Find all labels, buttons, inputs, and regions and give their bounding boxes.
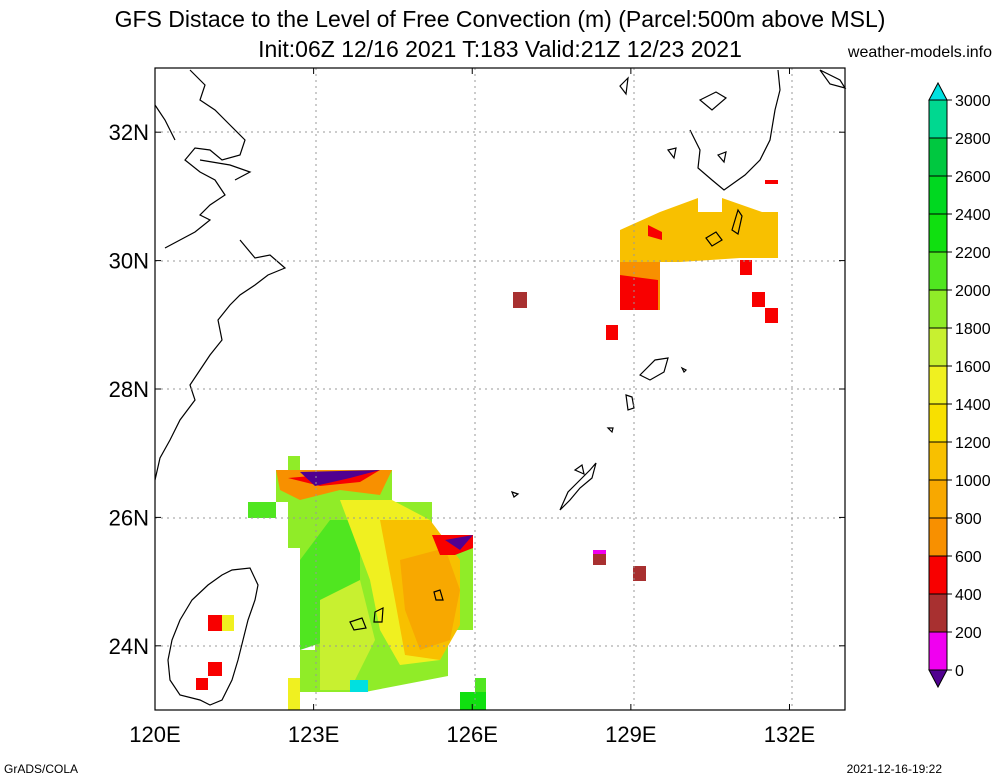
colorbar-label: 1000 bbox=[955, 473, 991, 490]
colorbar-swatch bbox=[928, 555, 948, 595]
lon-axis-labels: 120E 123E 126E 129E 132E bbox=[129, 722, 815, 747]
colorbar-swatch bbox=[928, 517, 948, 557]
colorbar-swatch bbox=[928, 365, 948, 405]
lat-tick-label: 28N bbox=[109, 377, 149, 402]
coastlines bbox=[154, 69, 847, 706]
colorbar-swatch bbox=[928, 289, 948, 329]
colorbar-top-arrow bbox=[928, 81, 948, 101]
colorbar-label: 2200 bbox=[955, 245, 991, 262]
shaded-field bbox=[196, 180, 778, 710]
colorbar-label: 2400 bbox=[955, 207, 991, 224]
colorbar-label: 2000 bbox=[955, 283, 991, 300]
colorbar-swatch bbox=[928, 403, 948, 443]
colorbar-swatch bbox=[928, 479, 948, 519]
colorbar-label: 1800 bbox=[955, 321, 991, 338]
colorbar-swatch bbox=[928, 99, 948, 139]
colorbar-label: 1200 bbox=[955, 435, 991, 452]
lon-tick-label: 132E bbox=[764, 722, 815, 747]
lat-tick-label: 26N bbox=[109, 505, 149, 530]
title-line-2: Init:06Z 12/16 2021 T:183 Valid:21Z 12/2… bbox=[258, 36, 742, 62]
footer-software: GrADS/COLA bbox=[4, 762, 79, 776]
colorbar-swatch bbox=[928, 593, 948, 633]
gridlines bbox=[155, 68, 845, 710]
lon-tick-label: 123E bbox=[288, 722, 339, 747]
colorbar-label: 200 bbox=[955, 625, 982, 642]
lon-tick-label: 126E bbox=[447, 722, 498, 747]
lat-tick-label: 30N bbox=[109, 249, 149, 274]
lon-tick-label: 120E bbox=[129, 722, 180, 747]
colorbar-swatch bbox=[928, 327, 948, 367]
colorbar-bottom-arrow bbox=[928, 669, 948, 689]
colorbar-label: 1600 bbox=[955, 359, 991, 376]
colorbar-label: 600 bbox=[955, 549, 982, 566]
colorbar: 3000280026002400220020001800160014001200… bbox=[928, 81, 991, 689]
lat-axis-labels: 24N 26N 28N 30N 32N bbox=[109, 120, 149, 659]
colorbar-swatch bbox=[928, 441, 948, 481]
colorbar-swatch bbox=[928, 251, 948, 291]
site-label: weather-models.info bbox=[847, 44, 992, 61]
lat-tick-label: 32N bbox=[109, 120, 149, 145]
colorbar-swatch bbox=[928, 631, 948, 671]
lat-tick-label: 24N bbox=[109, 634, 149, 659]
colorbar-label: 2800 bbox=[955, 131, 991, 148]
lon-tick-label: 129E bbox=[605, 722, 656, 747]
colorbar-label: 800 bbox=[955, 511, 982, 528]
colorbar-label: 1400 bbox=[955, 397, 991, 414]
colorbar-swatch bbox=[928, 137, 948, 177]
colorbar-swatch bbox=[928, 213, 948, 253]
colorbar-label: 400 bbox=[955, 587, 982, 604]
axis-ticks bbox=[154, 68, 845, 710]
colorbar-swatch bbox=[928, 175, 948, 215]
colorbar-label: 3000 bbox=[955, 93, 991, 110]
footer-timestamp: 2021-12-16-19:22 bbox=[846, 762, 942, 776]
title-line-1: GFS Distace to the Level of Free Convect… bbox=[114, 6, 886, 32]
colorbar-label: 0 bbox=[955, 663, 964, 680]
colorbar-label: 2600 bbox=[955, 169, 991, 186]
